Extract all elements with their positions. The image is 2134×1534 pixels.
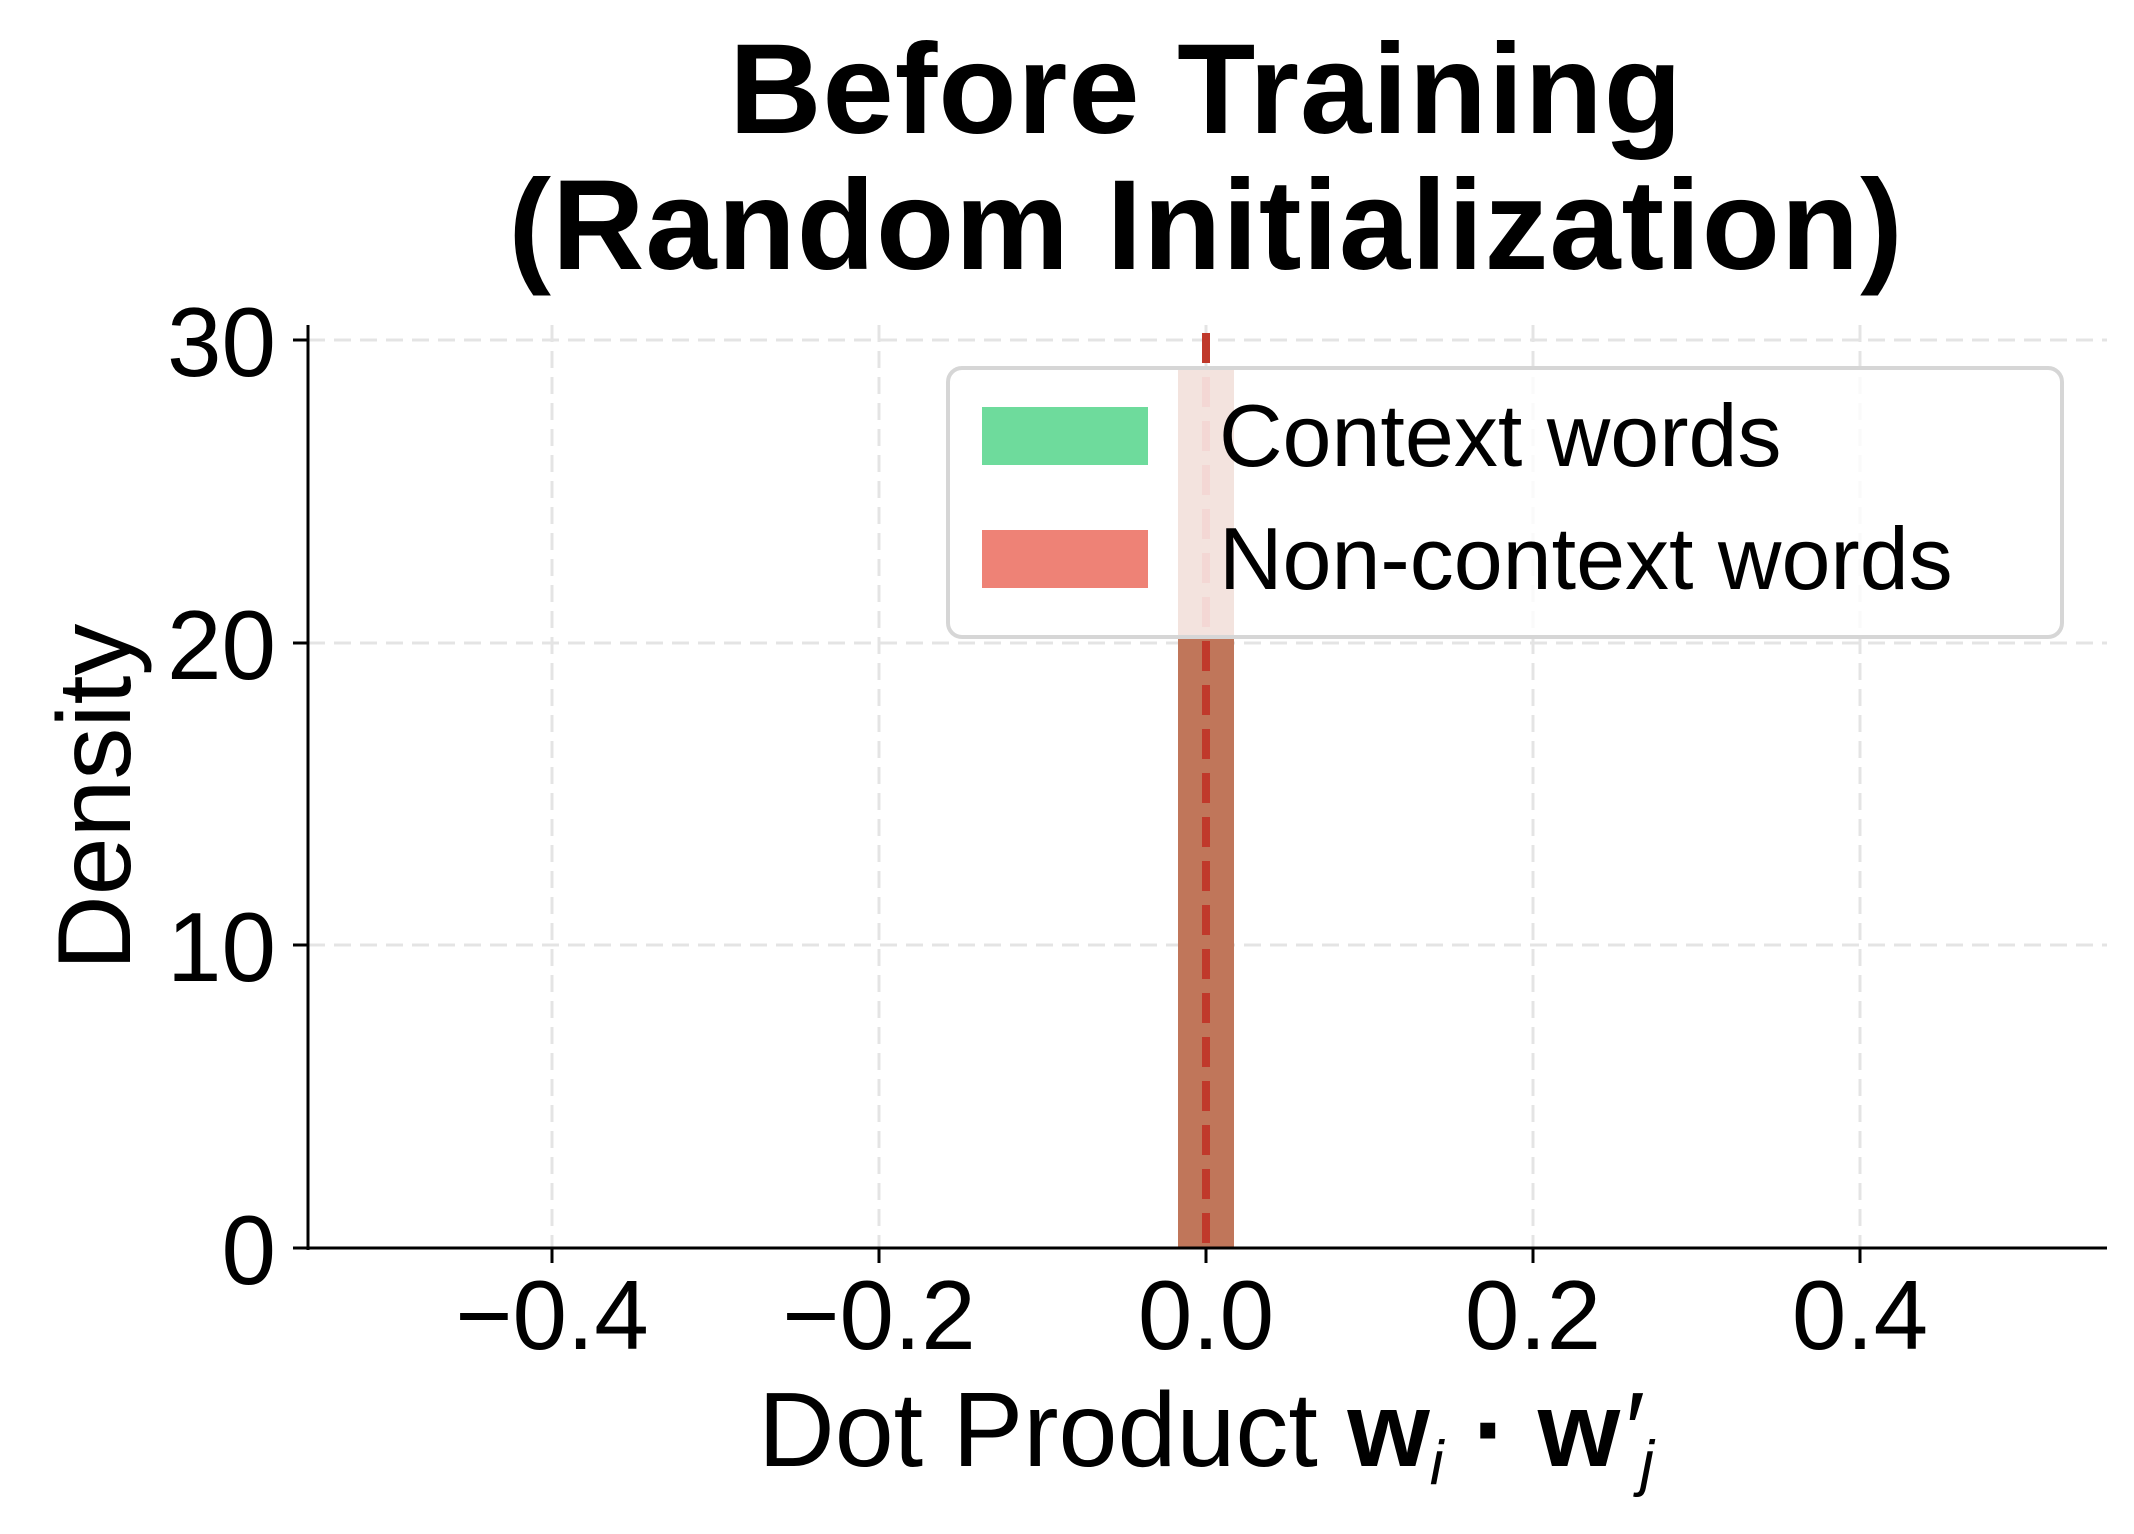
x-axis-label-var1: w (1347, 1371, 1430, 1489)
y-ticks (293, 338, 308, 1250)
x-axis-label-prefix: Dot Product (758, 1371, 1348, 1489)
y-tick-label-30: 30 (167, 287, 276, 397)
y-axis-label: Density (37, 624, 153, 971)
legend-label-non-context-words: Non-context words (1219, 509, 1953, 608)
x-axis-label-prime: ′ (1620, 1371, 1641, 1489)
y-tick-label-0: 0 (221, 1195, 276, 1305)
x-axis-label-sub2: j (1640, 1429, 1654, 1498)
chart-title-line-2: (Random Initialization) (508, 154, 1904, 297)
x-axis-label-dot: · (1443, 1371, 1538, 1489)
chart-title-line-1: Before Training (729, 18, 1683, 161)
x-axis-label-sub1: i (1429, 1429, 1444, 1498)
legend-swatch-non-context-words (982, 530, 1148, 588)
y-tick-label-20: 20 (167, 590, 276, 700)
x-ticks (550, 1248, 1862, 1263)
x-tick-label-0: 0.0 (1138, 1260, 1274, 1370)
x-axis-label-var2: w (1537, 1371, 1621, 1489)
legend-box (946, 366, 2064, 639)
legend: Context words Non-context words (946, 366, 2064, 639)
x-tick-label-0.2: 0.2 (1465, 1260, 1601, 1370)
legend-swatch-context-words (982, 407, 1148, 465)
x-tick-label-0.4: 0.4 (1792, 1260, 1928, 1370)
x-tick-label-neg0.2: −0.2 (782, 1260, 975, 1370)
x-axis-label: Dot Product wi · w′j (0, 1372, 2134, 1498)
x-tick-label-neg0.4: −0.4 (455, 1260, 648, 1370)
y-tick-label-10: 10 (167, 892, 276, 1002)
legend-label-context-words: Context words (1219, 386, 1781, 485)
